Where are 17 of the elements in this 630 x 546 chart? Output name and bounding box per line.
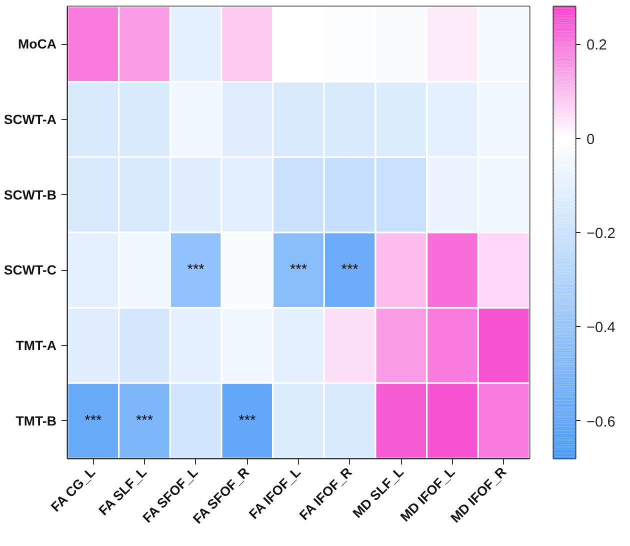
y-tick-label: SCWT-A	[4, 112, 57, 127]
color-bar-label: 0.2	[586, 38, 607, 54]
data-label: ***	[238, 412, 256, 429]
data-label: ***	[136, 412, 154, 429]
data-label: ***	[341, 262, 359, 278]
y-tick-label: TMT-A	[16, 338, 57, 353]
data-label: ***	[84, 412, 102, 429]
color-bar-label: 0	[586, 132, 595, 148]
color-bar-label: −0.2	[586, 226, 616, 242]
y-tick-label: TMT-B	[16, 413, 57, 428]
y-tick-label: SCWT-C	[4, 262, 57, 278]
data-label: ***	[290, 262, 308, 278]
y-tick-label: MoCA	[18, 36, 57, 52]
data-label: ***	[187, 262, 205, 278]
y-tick-label: SCWT-B	[4, 187, 57, 202]
color-bar-label: −0.6	[586, 414, 616, 430]
color-bar-label: −0.4	[586, 320, 616, 336]
